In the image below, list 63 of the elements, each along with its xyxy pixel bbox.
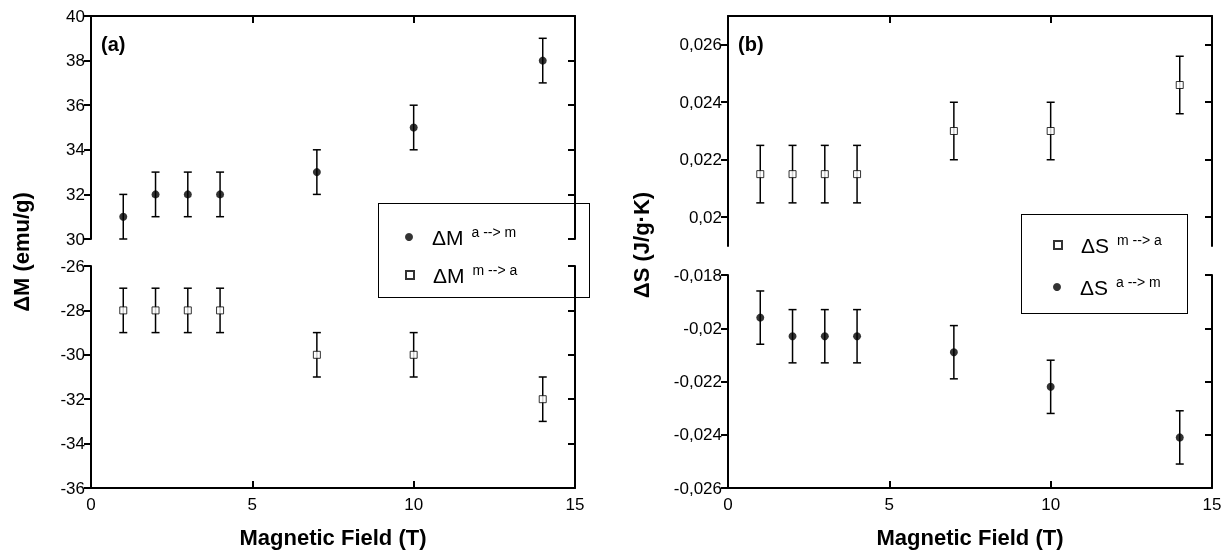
point bbox=[1046, 127, 1055, 135]
point bbox=[788, 332, 797, 341]
y-tick-label: -0,018 bbox=[673, 265, 722, 285]
y-tick-label: -30 bbox=[60, 345, 85, 365]
y-tick-label: -28 bbox=[60, 300, 85, 320]
point bbox=[119, 306, 128, 315]
point bbox=[409, 123, 418, 132]
point bbox=[756, 170, 765, 179]
point bbox=[756, 313, 765, 322]
point bbox=[312, 350, 321, 359]
x-tick-label: 10 bbox=[404, 495, 424, 514]
point bbox=[1175, 433, 1184, 442]
y-tick-label: 0,022 bbox=[679, 150, 722, 170]
y-tick-label: -0,026 bbox=[673, 478, 722, 498]
y-tick-label: 38 bbox=[66, 51, 85, 71]
y-tick-label: -32 bbox=[60, 389, 85, 409]
y-tick-label: -0,024 bbox=[673, 425, 722, 445]
point bbox=[853, 332, 862, 341]
y-axis-title: ΔS (J/g·K) bbox=[629, 191, 655, 299]
y-tick-label: 0,02 bbox=[688, 207, 722, 227]
point bbox=[1175, 81, 1184, 89]
point bbox=[312, 168, 321, 177]
y-tick-label: -26 bbox=[60, 256, 85, 276]
point bbox=[853, 170, 862, 179]
point bbox=[216, 306, 225, 315]
x-tick-label: 15 bbox=[1202, 495, 1222, 514]
x-axis-title: Magnetic Field (T) bbox=[239, 524, 427, 550]
y-axis-title: ΔM (emu/g) bbox=[9, 192, 35, 312]
y-tick-label: -0,022 bbox=[673, 372, 722, 391]
point bbox=[119, 212, 128, 221]
x-tick-label: 5 bbox=[884, 495, 895, 514]
x-tick-label: 0 bbox=[723, 495, 733, 514]
point bbox=[949, 127, 958, 135]
x-axis-title: Magnetic Field (T) bbox=[876, 524, 1064, 550]
point bbox=[538, 395, 547, 404]
x-tick-label: 10 bbox=[1041, 495, 1061, 514]
x-tick-label: 5 bbox=[247, 495, 258, 514]
point bbox=[1046, 382, 1055, 391]
point bbox=[151, 306, 160, 315]
annotation: (a) bbox=[101, 33, 126, 55]
y-tick-label: -34 bbox=[60, 434, 85, 454]
point bbox=[216, 190, 225, 199]
point bbox=[949, 348, 958, 357]
y-tick-label: 32 bbox=[66, 184, 85, 204]
y-tick-label: 36 bbox=[66, 95, 85, 115]
point bbox=[183, 190, 192, 199]
point bbox=[409, 350, 418, 359]
point bbox=[820, 170, 829, 179]
y-tick-label: 30 bbox=[66, 229, 85, 249]
annotation: (b) bbox=[738, 33, 764, 55]
point bbox=[151, 190, 160, 199]
y-tick-label: 40 bbox=[66, 6, 85, 26]
point bbox=[788, 170, 797, 179]
y-tick-label: 0,026 bbox=[679, 35, 722, 55]
y-tick-label: -36 bbox=[60, 478, 85, 498]
point bbox=[820, 332, 829, 341]
y-tick-label: -0,02 bbox=[683, 318, 722, 338]
x-tick-label: 0 bbox=[86, 495, 96, 514]
y-tick-label: 0,024 bbox=[679, 92, 722, 112]
y-tick-label: 34 bbox=[66, 140, 85, 160]
point bbox=[183, 306, 192, 315]
point bbox=[538, 56, 547, 65]
x-tick-label: 15 bbox=[565, 495, 585, 514]
